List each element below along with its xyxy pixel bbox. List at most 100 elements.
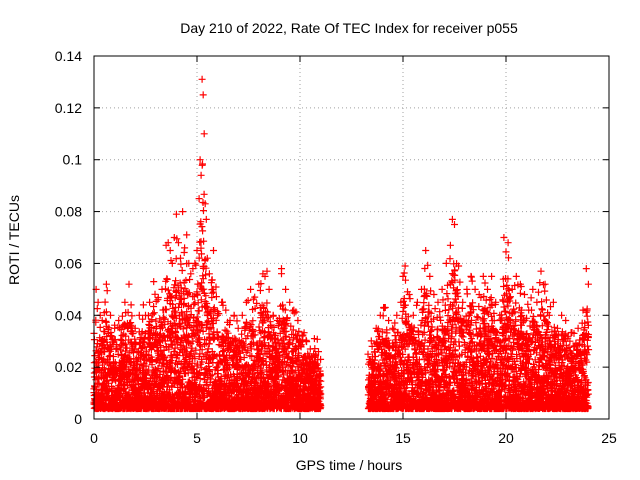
data-point — [418, 285, 425, 293]
y-tick-label: 0.12 — [55, 100, 82, 116]
x-tick-label: 10 — [292, 430, 308, 446]
data-point — [496, 311, 504, 319]
data-point — [115, 317, 123, 324]
data-point — [226, 317, 234, 324]
data-point — [142, 311, 149, 319]
data-point — [199, 91, 207, 99]
data-point — [261, 272, 269, 280]
x-tick-label: 15 — [395, 430, 411, 446]
x-tick-label: 20 — [498, 430, 514, 446]
data-point — [201, 200, 209, 208]
data-point — [125, 280, 133, 288]
chart-title: Day 210 of 2022, Rate Of TEC Index for r… — [180, 20, 518, 36]
data-point — [290, 306, 298, 314]
data-point — [409, 311, 417, 319]
data-point — [554, 324, 561, 332]
data-point — [451, 221, 458, 228]
data-point — [413, 298, 421, 306]
data-point — [385, 317, 393, 324]
data-point — [242, 298, 250, 306]
data-point — [463, 285, 471, 293]
data-point — [150, 278, 158, 286]
data-point — [521, 291, 528, 298]
data-point — [154, 296, 162, 304]
data-point — [197, 171, 205, 179]
data-point — [426, 272, 434, 280]
data-point — [570, 329, 578, 337]
data-point — [98, 317, 106, 324]
data-point — [158, 285, 166, 293]
data-point — [508, 285, 516, 293]
data-point — [533, 298, 541, 306]
data-point — [230, 311, 238, 319]
data-point — [282, 285, 290, 293]
data-point — [214, 311, 222, 319]
data-point — [294, 317, 302, 324]
data-point — [475, 291, 483, 298]
data-point — [399, 272, 407, 280]
data-point — [442, 259, 450, 267]
data-point — [302, 337, 310, 345]
x-tick-label: 25 — [601, 430, 617, 446]
data-point — [582, 265, 590, 273]
data-point — [574, 324, 582, 332]
data-point — [273, 317, 281, 324]
data-point — [94, 298, 102, 306]
data-point — [255, 280, 263, 288]
data-point — [422, 247, 430, 254]
data-point — [372, 324, 380, 332]
data-point — [541, 280, 549, 288]
data-point — [430, 291, 438, 298]
data-point — [492, 298, 500, 306]
data-point — [397, 298, 405, 306]
data-point — [584, 280, 592, 288]
data-point — [545, 311, 553, 319]
data-point — [205, 270, 213, 278]
data-point — [166, 247, 174, 254]
data-point — [146, 298, 154, 306]
data-point — [203, 254, 211, 262]
x-tick-label: 5 — [193, 430, 201, 446]
data-point — [529, 285, 537, 293]
data-point — [376, 311, 384, 319]
data-point — [107, 311, 114, 319]
data-point — [195, 195, 203, 203]
data-point — [298, 332, 306, 340]
data-point — [177, 254, 184, 262]
data-point — [102, 280, 110, 288]
data-point — [183, 231, 191, 239]
y-tick-label: 0.02 — [55, 359, 82, 375]
data-point — [127, 301, 135, 309]
y-tick-label: 0.04 — [55, 307, 82, 323]
data-point — [185, 259, 193, 267]
data-point — [459, 298, 467, 306]
data-point — [525, 306, 533, 314]
data-point — [218, 298, 226, 306]
data-point — [558, 311, 566, 319]
data-point — [368, 342, 376, 350]
data-point — [315, 348, 322, 356]
data-point — [405, 291, 413, 298]
data-point — [135, 311, 143, 319]
data-point — [566, 337, 574, 345]
data-point — [238, 311, 246, 319]
data-point — [500, 234, 508, 241]
data-point — [562, 317, 570, 324]
data-point — [578, 319, 586, 327]
data-point — [168, 259, 176, 267]
data-points — [90, 75, 593, 413]
data-point — [278, 265, 285, 273]
data-point — [286, 298, 294, 306]
data-point — [537, 267, 545, 275]
data-point — [488, 272, 496, 280]
data-point — [121, 298, 129, 306]
data-point — [175, 239, 182, 247]
data-point — [198, 75, 206, 83]
data-point — [516, 280, 524, 288]
data-point — [202, 215, 210, 223]
data-point — [317, 355, 325, 363]
data-point — [269, 311, 277, 319]
data-point — [172, 210, 180, 218]
data-point — [189, 265, 197, 273]
